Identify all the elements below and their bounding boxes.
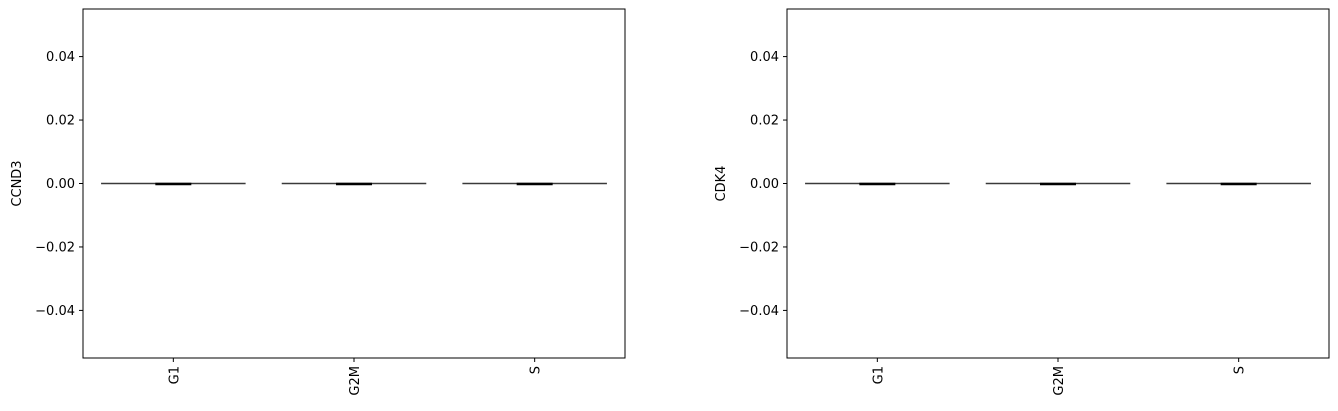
y-tick-label: 0.00 [46, 177, 75, 192]
y-axis-label: CDK4 [714, 166, 729, 202]
x-tick-label-s: S [1233, 366, 1248, 374]
x-tick-label-g2m: G2M [348, 366, 363, 396]
chart-panel-ccnd3: G1 G2M S −0.04 −0.02 0.00 0.02 0.04 CCND3 [10, 8, 626, 396]
plot-frame [82, 8, 626, 359]
x-tick-label-g1: G1 [871, 366, 886, 384]
y-tick-label: −0.02 [739, 240, 779, 255]
y-tick-label: 0.04 [750, 50, 779, 65]
y-tick-label: 0.02 [46, 114, 75, 129]
y-tick-label: −0.04 [35, 304, 75, 319]
chart-panel-cdk4: G1 G2M S −0.04 −0.02 0.00 0.02 0.04 CDK4 [714, 8, 1330, 396]
y-tick-label: −0.04 [739, 304, 779, 319]
y-tick-label: −0.02 [35, 240, 75, 255]
y-tick-label: 0.02 [750, 114, 779, 129]
plot-frame [786, 8, 1330, 359]
x-tick-label-s: S [529, 366, 544, 374]
y-axis-label: CCND3 [10, 160, 25, 206]
y-tick-label: 0.00 [750, 177, 779, 192]
y-tick-label: 0.04 [46, 50, 75, 65]
x-tick-label-g2m: G2M [1052, 366, 1067, 396]
x-tick-label-g1: G1 [167, 366, 182, 384]
